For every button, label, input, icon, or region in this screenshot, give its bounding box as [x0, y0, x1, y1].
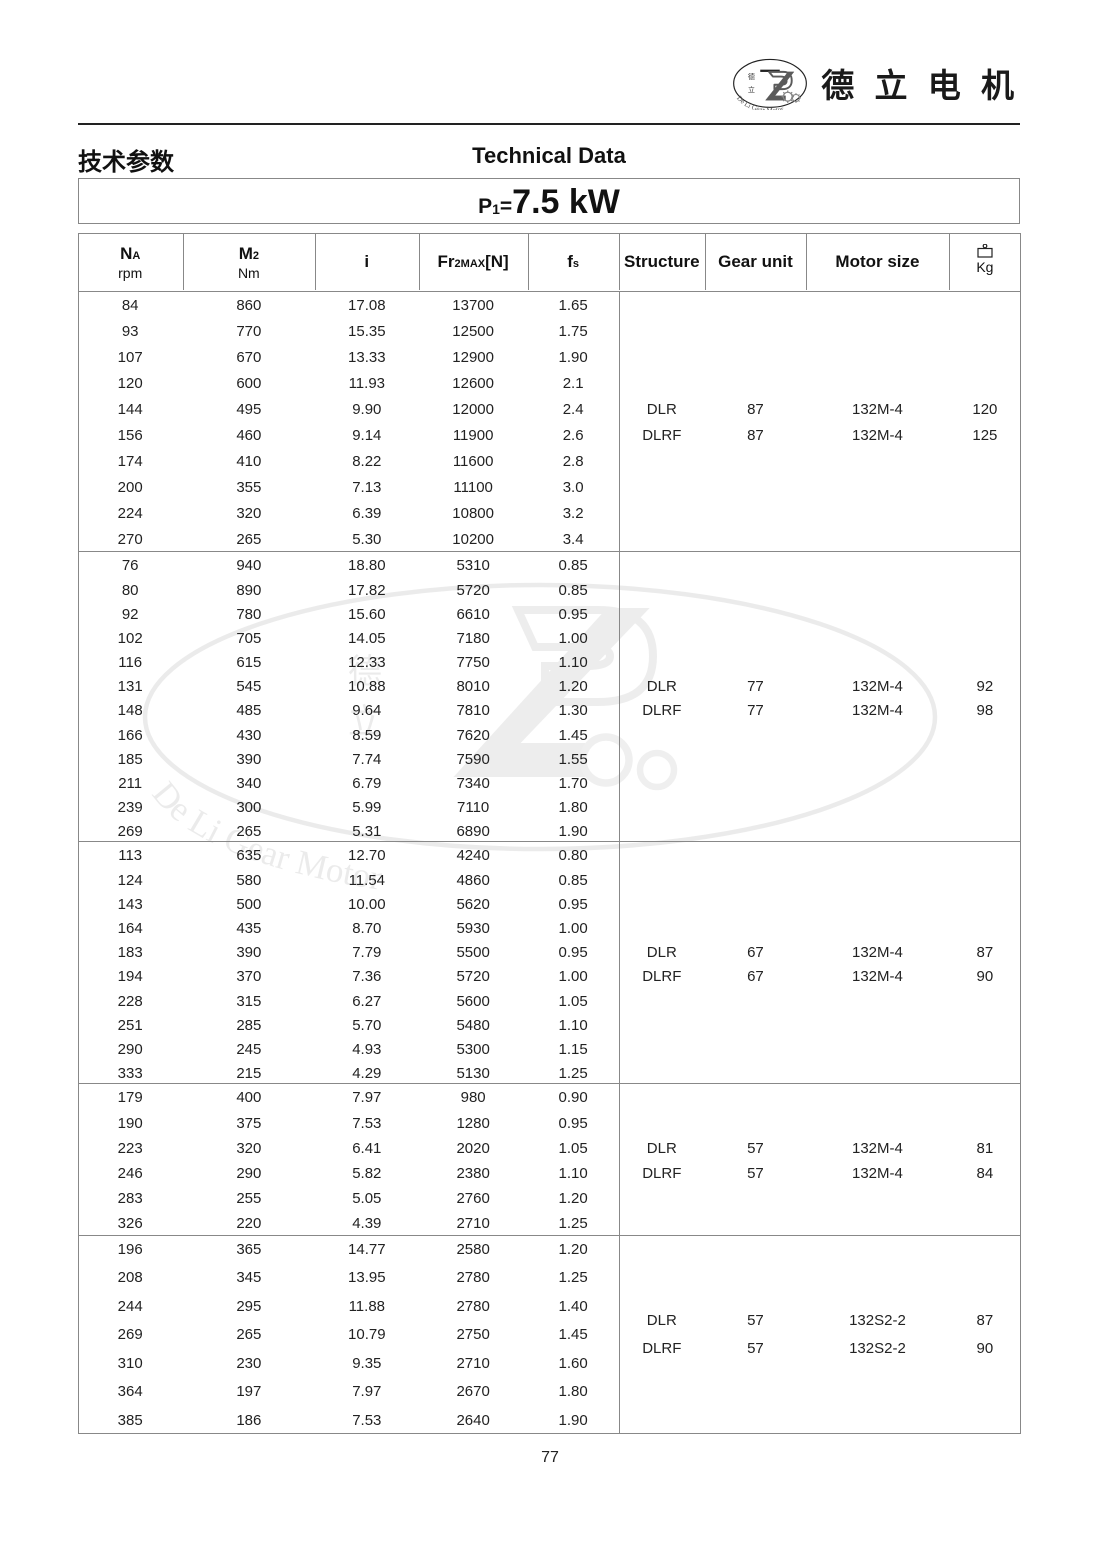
svg-text:立: 立: [748, 85, 755, 94]
svg-text:德: 德: [748, 72, 755, 81]
